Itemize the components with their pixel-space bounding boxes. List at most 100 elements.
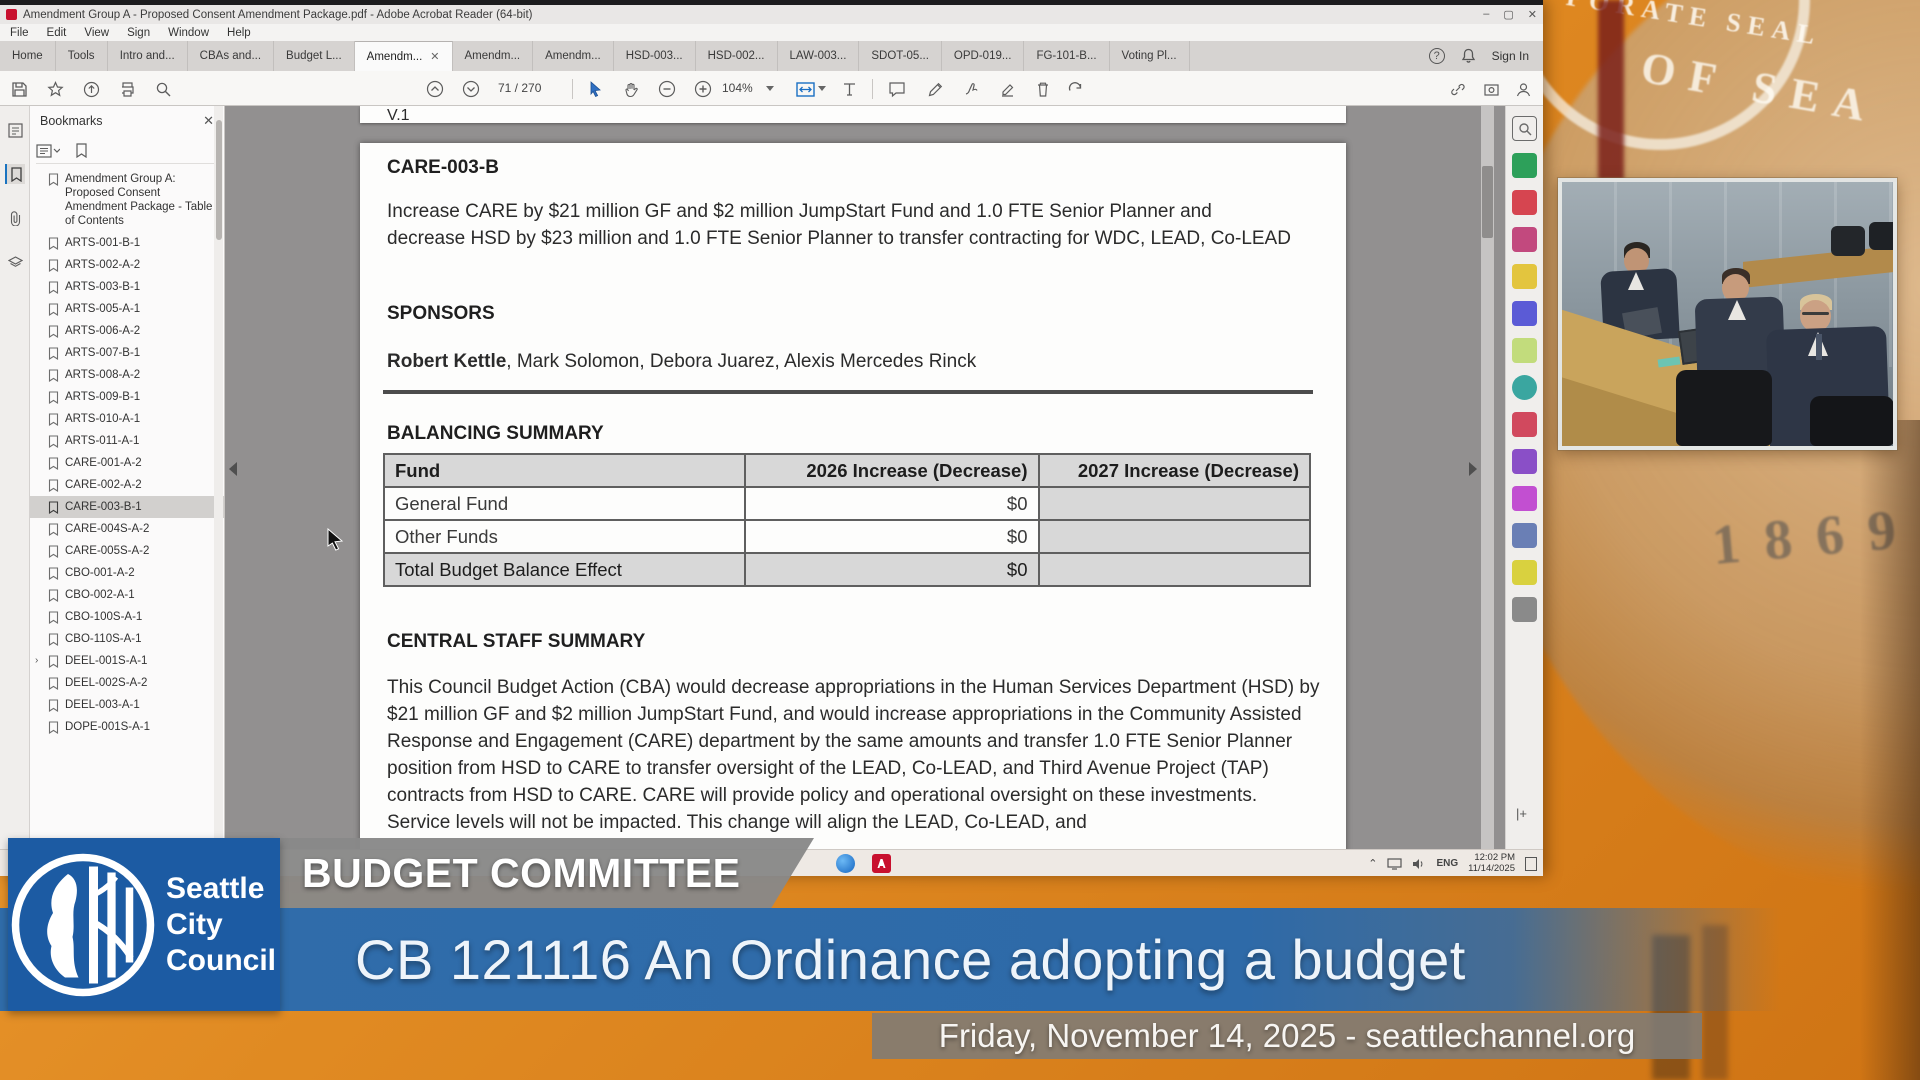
menu-edit[interactable]: Edit xyxy=(46,26,67,39)
attachments-icon[interactable] xyxy=(5,208,25,228)
tray-expand-icon[interactable]: ⌃ xyxy=(1368,858,1378,870)
tray-volume-icon[interactable] xyxy=(1412,858,1426,870)
bookmark-item-selected[interactable]: CARE-003-B-1 xyxy=(30,496,224,518)
bookmarks-panel-icon[interactable] xyxy=(5,164,25,184)
share-icon[interactable] xyxy=(80,78,102,100)
stamp-tool-icon[interactable] xyxy=(1512,449,1537,474)
notifications-bell-icon[interactable] xyxy=(1461,48,1476,64)
bookmark-item[interactable]: CARE-004S-A-2 xyxy=(30,518,224,540)
snapshot-icon[interactable] xyxy=(1480,78,1502,100)
tab-document-2[interactable]: CBAs and... xyxy=(188,41,275,71)
comment-icon[interactable] xyxy=(886,78,908,100)
edit-pdf-icon[interactable] xyxy=(1512,227,1537,252)
bookmark-item[interactable]: CBO-110S-A-1 xyxy=(30,628,224,650)
bookmark-options-icon[interactable] xyxy=(36,143,60,158)
search-tool-icon[interactable] xyxy=(1512,116,1537,141)
star-icon[interactable] xyxy=(44,78,66,100)
document-scrollbar-thumb[interactable] xyxy=(1482,166,1493,238)
bookmark-item[interactable]: CARE-005S-A-2 xyxy=(30,540,224,562)
highlighter-icon[interactable] xyxy=(996,78,1018,100)
tab-document-1[interactable]: Intro and... xyxy=(108,41,188,71)
bookmark-item[interactable]: ARTS-002-A-2 xyxy=(30,254,224,276)
pencil-icon[interactable] xyxy=(924,78,946,100)
fill-sign-icon[interactable] xyxy=(960,78,982,100)
taskbar-acrobat-icon[interactable] xyxy=(872,854,891,873)
tab-document-5[interactable]: Amendm... xyxy=(453,41,534,71)
create-pdf-icon[interactable] xyxy=(1512,153,1537,178)
tab-document-11[interactable]: OPD-019... xyxy=(942,41,1025,71)
bookmark-item[interactable]: ARTS-010-A-1 xyxy=(30,408,224,430)
bookmark-item-expandable[interactable]: › DEEL-001S-A-1 xyxy=(30,650,224,672)
tab-document-7[interactable]: HSD-003... xyxy=(614,41,696,71)
zoom-out-icon[interactable] xyxy=(656,78,678,100)
bookmark-item[interactable]: DEEL-003-A-1 xyxy=(30,694,224,716)
text-select-icon[interactable] xyxy=(838,78,860,100)
fit-width-icon[interactable] xyxy=(794,78,816,100)
bookmark-item[interactable]: Amendment Group A: Proposed Consent Amen… xyxy=(30,168,224,232)
save-icon[interactable] xyxy=(8,78,30,100)
tab-document-active[interactable]: Amendm... ✕ xyxy=(354,41,453,71)
tab-document-8[interactable]: HSD-002... xyxy=(696,41,778,71)
hand-tool-icon[interactable] xyxy=(620,78,642,100)
bookmarks-scrollbar[interactable] xyxy=(214,106,223,849)
print-icon[interactable] xyxy=(116,78,138,100)
page-thumbnails-icon[interactable] xyxy=(5,120,25,140)
account-icon[interactable] xyxy=(1512,78,1534,100)
tray-language-indicator[interactable]: ENG xyxy=(1436,858,1459,869)
sign-tool-icon[interactable] xyxy=(1512,412,1537,437)
collapse-panel-left-icon[interactable] xyxy=(229,462,237,476)
menu-sign[interactable]: Sign xyxy=(127,26,151,39)
bookmark-item[interactable]: DEEL-002S-A-2 xyxy=(30,672,224,694)
new-bookmark-icon[interactable] xyxy=(74,143,89,158)
notification-center-icon[interactable] xyxy=(1525,856,1537,871)
bookmark-item[interactable]: ARTS-009-B-1 xyxy=(30,386,224,408)
bookmark-item[interactable]: CBO-002-A-1 xyxy=(30,584,224,606)
tab-document-6[interactable]: Amendm... xyxy=(533,41,614,71)
tab-home[interactable]: Home xyxy=(0,41,56,71)
bookmark-item[interactable]: ARTS-003-B-1 xyxy=(30,276,224,298)
bookmark-item[interactable]: ARTS-011-A-1 xyxy=(30,430,224,452)
bookmark-item[interactable]: ARTS-006-A-2 xyxy=(30,320,224,342)
close-button[interactable]: ✕ xyxy=(1527,9,1537,21)
collapse-panel-right-icon[interactable] xyxy=(1469,462,1477,476)
expand-chevron-icon[interactable]: › xyxy=(35,655,39,666)
bookmarks-close-icon[interactable]: ✕ xyxy=(203,113,214,128)
bookmark-item[interactable]: ARTS-001-B-1 xyxy=(30,232,224,254)
bookmark-item[interactable]: CBO-001-A-2 xyxy=(30,562,224,584)
layers-icon[interactable] xyxy=(5,252,25,272)
menu-window[interactable]: Window xyxy=(168,26,210,39)
document-viewport[interactable]: V.1 CARE-003-B Increase CARE by $21 mill… xyxy=(225,106,1505,849)
taskbar-clock[interactable]: 12:02 PM 11/14/2025 xyxy=(1468,852,1515,874)
view-dropdown-caret[interactable] xyxy=(818,86,826,91)
tab-document-9[interactable]: LAW-003... xyxy=(778,41,860,71)
expand-tools-icon[interactable]: |+ xyxy=(1516,806,1527,821)
bookmark-item[interactable]: CARE-001-A-2 xyxy=(30,452,224,474)
tab-document-3[interactable]: Budget L... xyxy=(274,41,355,71)
export-pdf-icon[interactable] xyxy=(1512,264,1537,289)
tab-document-13[interactable]: Voting Pl... xyxy=(1110,41,1190,71)
minimize-button[interactable]: – xyxy=(1483,8,1490,20)
bookmark-item[interactable]: CBO-100S-A-1 xyxy=(30,606,224,628)
certificates-tool-icon[interactable] xyxy=(1512,523,1537,548)
tab-close-icon[interactable]: ✕ xyxy=(430,51,440,63)
comment-tool-icon[interactable] xyxy=(1512,301,1537,326)
page-number-indicator[interactable]: 71 / 270 xyxy=(498,81,542,95)
next-page-icon[interactable] xyxy=(460,78,482,100)
bookmark-item[interactable]: DOPE-001S-A-1 xyxy=(30,716,224,738)
measure-tool-icon[interactable] xyxy=(1512,486,1537,511)
sign-in-button[interactable]: Sign In xyxy=(1491,49,1529,63)
bookmark-item[interactable]: ARTS-008-A-2 xyxy=(30,364,224,386)
bookmark-item[interactable]: ARTS-005-A-1 xyxy=(30,298,224,320)
menu-view[interactable]: View xyxy=(84,26,110,39)
delete-icon[interactable] xyxy=(1032,78,1054,100)
bookmark-item[interactable]: ARTS-007-B-1 xyxy=(30,342,224,364)
previous-page-icon[interactable] xyxy=(424,78,446,100)
zoom-in-icon[interactable] xyxy=(692,78,714,100)
redact-tool-icon[interactable] xyxy=(1512,560,1537,585)
link-icon[interactable] xyxy=(1446,78,1468,100)
rotate-icon[interactable] xyxy=(1064,78,1086,100)
tab-tools[interactable]: Tools xyxy=(56,41,108,71)
maximize-button[interactable]: ▢ xyxy=(1503,9,1514,21)
zoom-dropdown-caret[interactable] xyxy=(766,86,774,91)
bookmark-item[interactable]: CARE-002-A-2 xyxy=(30,474,224,496)
